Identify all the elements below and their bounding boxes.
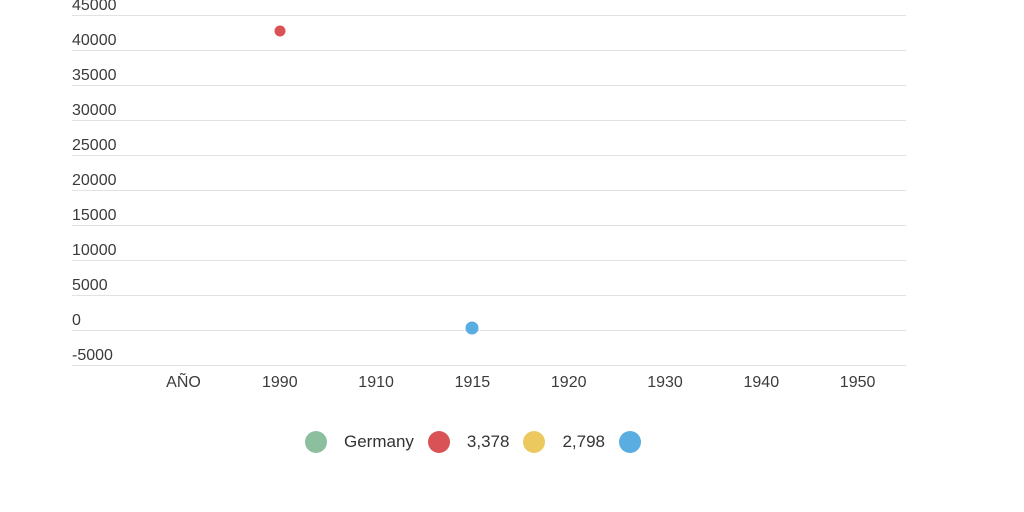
- legend-item[interactable]: Germany: [305, 431, 414, 453]
- legend-label: Germany: [344, 432, 414, 451]
- legend-item[interactable]: [619, 431, 642, 453]
- data-point[interactable]: [274, 25, 286, 37]
- x-axis-tick-label: 1990: [262, 374, 298, 391]
- gridline: [72, 295, 906, 296]
- plot-area: 45000 40000 35000 30000 25000 20000 15000 10000…: [72, 0, 906, 391]
- gridline: [72, 120, 906, 121]
- legend-item[interactable]: 2,798: [523, 431, 605, 453]
- y-axis-tick-label: 25000: [72, 137, 117, 154]
- legend-label: 2,798: [562, 432, 606, 451]
- x-axis-tick-label: 1915: [454, 374, 491, 391]
- legend-item[interactable]: 3,378: [427, 431, 510, 453]
- gridline: [72, 85, 906, 86]
- gridline: [72, 50, 906, 51]
- y-axis-tick-label: 0: [72, 312, 81, 329]
- x-axis-tick-label: 1950: [839, 374, 876, 391]
- gridline: [72, 15, 906, 16]
- legend-swatch-icon: [619, 431, 642, 453]
- gridline: [72, 330, 906, 331]
- x-axis-tick-label: 1930: [647, 374, 683, 391]
- x-axis-tick-label: 1920: [550, 374, 587, 391]
- y-axis-tick-label: -5000: [72, 347, 113, 364]
- y-axis-tick-label: 5000: [72, 277, 108, 294]
- y-axis-tick-label: 40000: [72, 32, 117, 49]
- gridline: [72, 155, 906, 156]
- legend-swatch-icon: [305, 431, 327, 453]
- legend-swatch-icon: [523, 431, 546, 453]
- y-axis-tick-label: 15000: [72, 207, 117, 224]
- gridline: [72, 365, 906, 366]
- gridline: [72, 225, 906, 226]
- legend-swatch-icon: [427, 431, 450, 453]
- gridline: [72, 190, 906, 191]
- y-axis-tick-label: 45000: [72, 0, 117, 14]
- gridline: [72, 260, 906, 261]
- y-axis-tick-label: 20000: [72, 172, 117, 189]
- data-point[interactable]: [465, 321, 479, 335]
- chart-legend: Germany 3,378 2,798: [305, 431, 642, 453]
- x-axis-tick-label: 1910: [358, 374, 394, 391]
- x-axis-tick-label: 1940: [743, 374, 780, 391]
- y-axis-tick-label: 35000: [72, 67, 117, 84]
- legend-label: 3,378: [466, 432, 510, 451]
- x-axis-tick-label: AÑO: [166, 374, 201, 391]
- y-axis-tick-label: 10000: [72, 242, 117, 259]
- y-axis-tick-label: 30000: [72, 102, 117, 119]
